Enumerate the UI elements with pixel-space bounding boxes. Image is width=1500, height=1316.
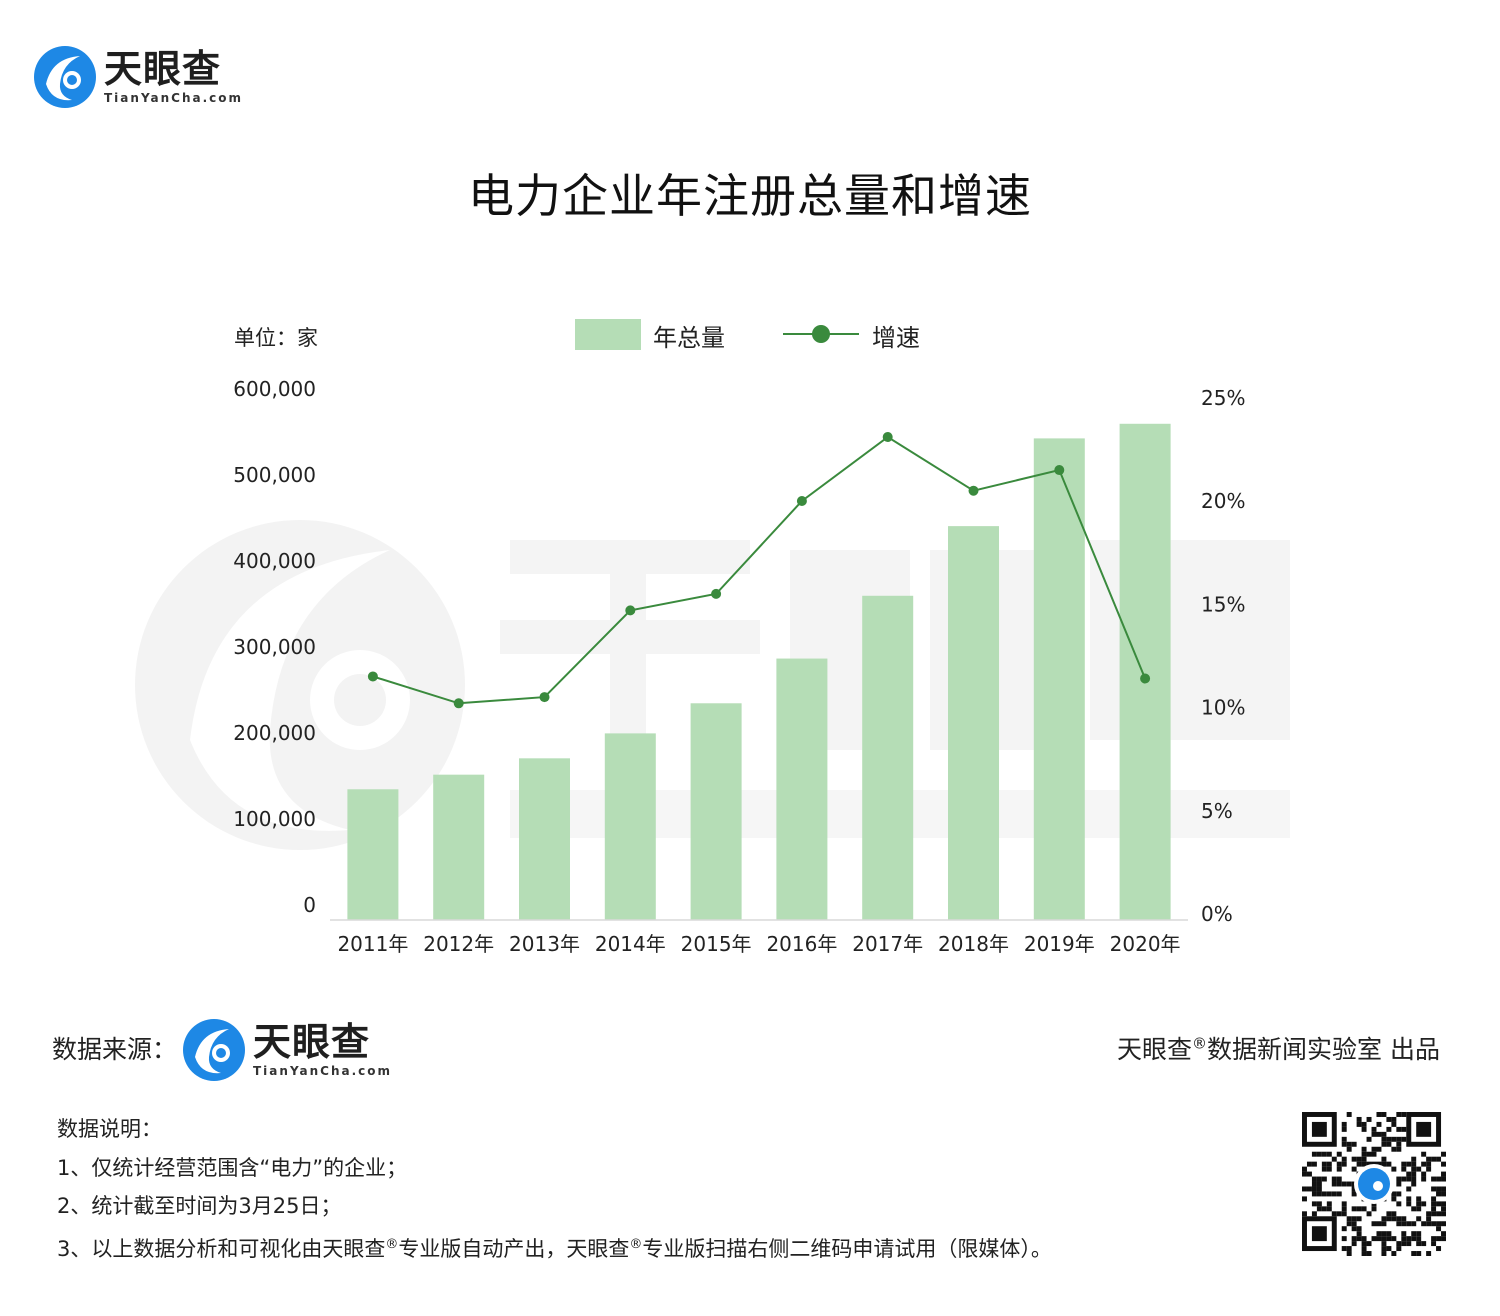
notes-line-3-part-2: 专业版自动产出，天眼查 <box>398 1236 630 1261</box>
notes-heading: 数据说明： <box>57 1117 162 1141</box>
bar-2018年 <box>948 526 999 920</box>
credit-line: 天眼查®数据新闻实验室 出品 <box>1117 1030 1440 1066</box>
credit-brand: 天眼查 <box>1117 1035 1193 1064</box>
bar-2020年 <box>1119 423 1171 920</box>
notes-line-3-part-3: 专业版扫描右侧二维码申请试用（限媒体）。 <box>642 1236 1052 1261</box>
y-left-tick: 600,000 <box>233 377 316 401</box>
x-tick-label: 2018年 <box>938 932 1009 956</box>
growth-point-2019年 <box>1054 465 1065 476</box>
source-label: 数据来源： <box>52 1035 178 1064</box>
legend-line-label: 增速 <box>872 324 920 352</box>
legend-bar-swatch <box>575 319 641 350</box>
y-axis-left: 0 100,000 200,000 300,000 400,000 500,000 600,… <box>233 377 316 917</box>
qr-code[interactable] <box>1302 1112 1446 1256</box>
logo-name-cn: 天眼查 <box>104 47 222 91</box>
y-left-tick: 300,000 <box>233 635 316 659</box>
growth-point-2015年 <box>711 588 722 599</box>
bar-2015年 <box>690 703 742 920</box>
tianyancha-logo-icon <box>183 1019 245 1081</box>
x-tick-label: 2015年 <box>681 932 752 956</box>
tianyancha-logo-icon <box>34 46 96 108</box>
growth-point-2017年 <box>882 432 893 443</box>
unit-label: 单位：家 <box>234 326 318 350</box>
y-right-tick: 5% <box>1201 799 1233 823</box>
notes-line-2: 2、统计截至时间为3月25日； <box>57 1194 342 1218</box>
notes-line-1: 1、仅统计经营范围含“电力”的企业； <box>57 1155 408 1180</box>
y-left-tick: 100,000 <box>233 807 316 831</box>
legend-line-swatch <box>783 325 859 343</box>
notes-reg-mark-2: ® <box>629 1236 643 1252</box>
growth-point-2013年 <box>539 692 550 703</box>
x-tick-label: 2011年 <box>337 932 408 956</box>
bar-series <box>347 423 1171 920</box>
notes-line-3: 3、以上数据分析和可视化由天眼查®专业版自动产出，天眼查®专业版扫描右侧二维码申… <box>57 1226 1052 1269</box>
y-left-tick: 0 <box>303 893 316 917</box>
source-logo-name-cn: 天眼查 <box>253 1020 371 1064</box>
chart-title: 电力企业年注册总量和增速 <box>468 169 1032 223</box>
y-right-tick: 25% <box>1201 386 1245 410</box>
y-right-tick: 20% <box>1201 489 1245 513</box>
bar-2014年 <box>604 733 656 920</box>
growth-point-2014年 <box>625 605 636 616</box>
bar-2013年 <box>519 758 570 920</box>
bar-2012年 <box>433 774 485 920</box>
x-tick-label: 2020年 <box>1110 932 1181 956</box>
bar-2011年 <box>347 789 399 920</box>
x-tick-label: 2013年 <box>509 932 580 956</box>
growth-point-2020年 <box>1140 673 1151 684</box>
logo-name-en: TianYanCha.com <box>104 91 244 105</box>
y-left-tick: 200,000 <box>233 721 316 745</box>
growth-line <box>372 435 1147 705</box>
legend-bar-label: 年总量 <box>653 324 725 352</box>
x-tick-label: 2017年 <box>852 932 923 956</box>
growth-point-2011年 <box>367 671 378 682</box>
notes-reg-mark-1: ® <box>385 1236 399 1252</box>
bar-2016年 <box>776 658 828 920</box>
x-tick-label: 2014年 <box>595 932 666 956</box>
y-left-tick: 500,000 <box>233 463 316 487</box>
notes-line-3-part-1: 3、以上数据分析和可视化由天眼查 <box>57 1236 386 1261</box>
x-tick-label: 2012年 <box>423 932 494 956</box>
line-series <box>367 432 1151 709</box>
growth-point-2012年 <box>453 698 464 709</box>
credit-reg-mark: ® <box>1192 1034 1208 1053</box>
y-right-tick: 0% <box>1201 902 1233 926</box>
header-logo: 天眼查 TianYanCha.com <box>32 44 243 110</box>
bar-2019年 <box>1033 438 1085 920</box>
data-notes: 数据说明： 1、仅统计经营范围含“电力”的企业； 2、统计截至时间为3月25日；… <box>57 1110 1052 1268</box>
bar-2017年 <box>862 595 914 920</box>
y-right-tick: 10% <box>1201 696 1245 720</box>
x-axis-ticks: 2011年 2012年 2013年 2014年 2015年 2016年 2017年 2018年… <box>337 932 1180 956</box>
source-logo: 天眼查 TianYanCha.com <box>181 1017 392 1083</box>
growth-point-2016年 <box>796 496 807 507</box>
x-tick-label: 2019年 <box>1024 932 1095 956</box>
y-left-tick: 400,000 <box>233 549 316 573</box>
x-tick-label: 2016年 <box>766 932 837 956</box>
credit-rest: 数据新闻实验室 出品 <box>1207 1035 1440 1064</box>
y-right-tick: 15% <box>1201 592 1245 616</box>
source-logo-name-en: TianYanCha.com <box>253 1064 393 1078</box>
growth-point-2018年 <box>968 485 979 496</box>
y-axis-right: 0% 5% 10% 15% 20% 25% <box>1201 386 1245 926</box>
